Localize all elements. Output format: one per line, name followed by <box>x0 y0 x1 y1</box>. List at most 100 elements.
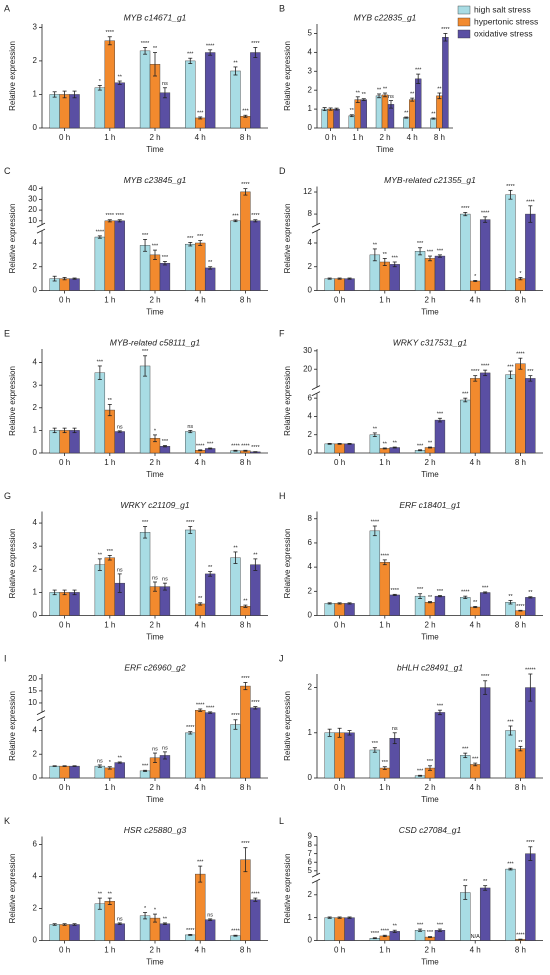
significance-label: **** <box>526 199 535 205</box>
significance-label: **** <box>186 725 195 731</box>
panel-label: H <box>279 491 286 501</box>
significance-label: ns <box>117 424 123 430</box>
bar <box>104 40 115 129</box>
x-axis-label: Time <box>376 145 394 154</box>
y-tick-label: 0 <box>308 123 313 132</box>
significance-label: * <box>519 271 522 277</box>
axis-break <box>312 225 322 232</box>
y-tick-label: 6 <box>308 538 313 547</box>
y-tick-label: 2 <box>33 262 38 271</box>
bar <box>360 99 367 129</box>
significance-label: **** <box>481 674 490 680</box>
significance-label: *** <box>462 747 469 753</box>
panel-title: WRKY c21109_g1 <box>120 500 189 510</box>
significance-label: **** <box>241 182 250 188</box>
y-axis-label: Relative expression <box>8 854 17 924</box>
significance-label: **** <box>506 184 515 190</box>
bar <box>104 557 115 616</box>
significance-label: ** <box>377 87 382 93</box>
y-tick-label: 2 <box>308 85 313 94</box>
x-tick-label: 8 h <box>515 946 526 955</box>
bar <box>409 99 416 129</box>
significance-label: *** <box>242 109 249 115</box>
x-axis-label: Time <box>146 795 164 804</box>
y-tick-label: 4 <box>33 238 38 247</box>
y-axis-label: Relative expression <box>283 691 292 761</box>
panel-label: K <box>4 816 10 826</box>
bar <box>250 707 261 779</box>
panel: C MYB c23845_g1 Relative expression Time 0 2 4… <box>4 166 268 317</box>
bar <box>204 712 216 779</box>
axis-break <box>37 712 47 719</box>
bar <box>505 730 516 779</box>
y-tick-label: 6 <box>308 857 313 866</box>
significance-label: N/A <box>471 934 481 940</box>
significance-label: *** <box>462 392 469 398</box>
bar <box>414 78 422 129</box>
bar <box>240 685 251 779</box>
x-tick-label: 2 h <box>424 296 435 305</box>
significance-label: *** <box>162 439 169 445</box>
significance-label: ** <box>473 600 478 606</box>
bar <box>379 562 390 616</box>
y-tick-label: 2 <box>308 683 313 692</box>
y-tick-label: 5 <box>308 866 313 875</box>
bar <box>49 592 60 616</box>
significance-label: ** <box>431 111 436 117</box>
significance-label: ** <box>98 552 103 558</box>
x-tick-label: 2 h <box>424 621 435 630</box>
y-tick-label: 2 <box>33 56 38 65</box>
significance-label: *** <box>392 255 399 261</box>
x-tick-label: 8 h <box>240 621 251 630</box>
y-tick-label: 2 <box>33 564 38 573</box>
x-tick-label: 0 h <box>59 458 70 467</box>
x-axis-label: Time <box>146 958 164 967</box>
x-tick-label: 1 h <box>379 296 390 305</box>
significance-label: *** <box>417 587 424 593</box>
significance-label: *** <box>142 349 149 355</box>
y-tick-label: 0 <box>33 448 38 457</box>
y-axis-label: Relative expression <box>8 691 17 761</box>
x-tick-label: 1 h <box>352 133 363 142</box>
x-tick-label: 1 h <box>104 946 115 955</box>
y-tick-label: 2 <box>308 430 313 439</box>
bar <box>479 687 491 779</box>
significance-label: **** <box>526 840 535 846</box>
bar <box>69 430 80 454</box>
bar <box>470 606 481 616</box>
x-tick-label: 8 h <box>240 783 251 792</box>
bar <box>104 220 115 291</box>
bar <box>505 868 516 941</box>
y-tick-label: 2 <box>308 586 313 595</box>
x-tick-label: 2 h <box>424 458 435 467</box>
significance-label: *** <box>507 862 514 868</box>
x-tick-label: 2 h <box>149 783 160 792</box>
axis-break-mark <box>36 222 46 228</box>
legend-label: oxidative stress <box>474 28 533 38</box>
significance-label: ** <box>393 441 398 447</box>
significance-label: * <box>474 274 477 280</box>
significance-label: * <box>154 908 157 914</box>
significance-label: ns <box>117 567 123 573</box>
significance-label: *** <box>142 764 149 770</box>
bar <box>59 278 70 291</box>
x-tick-label: 0 h <box>334 783 345 792</box>
legend-swatch <box>457 17 471 27</box>
significance-label: ** <box>208 260 213 266</box>
axis-break-mark <box>36 710 46 715</box>
panel: L CSD c27084_g1 Relative expression Time 0 1 2… <box>279 816 543 967</box>
significance-label: ** <box>233 60 238 66</box>
panel-title: bHLH c28491_g1 <box>397 662 463 672</box>
bar <box>59 94 70 129</box>
bar <box>195 709 206 779</box>
bar <box>114 82 125 129</box>
panel: I ERF c26960_g2 Relative expression Time 0 2 4… <box>4 653 268 804</box>
y-tick-label: 0 <box>308 286 313 295</box>
y-tick-label: 3 <box>33 541 38 550</box>
significance-label: *** <box>372 741 379 747</box>
bar <box>139 245 151 291</box>
significance-label: *** <box>437 923 444 929</box>
significance-label: **** <box>381 553 390 559</box>
y-tick-label: 0 <box>308 773 313 782</box>
x-tick-label: 0 h <box>59 621 70 630</box>
